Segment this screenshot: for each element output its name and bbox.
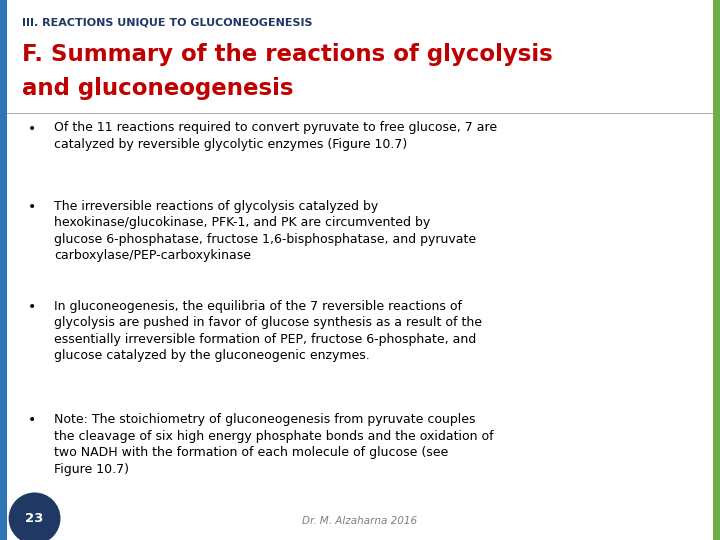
Text: •: • xyxy=(28,122,37,136)
Bar xyxy=(713,0,720,540)
Text: 23: 23 xyxy=(25,512,44,525)
Bar xyxy=(0,0,7,540)
Text: Dr. M. Alzaharna 2016: Dr. M. Alzaharna 2016 xyxy=(302,516,418,526)
Text: and gluconeogenesis: and gluconeogenesis xyxy=(22,77,293,100)
Text: •: • xyxy=(28,300,37,314)
Ellipse shape xyxy=(9,492,60,540)
Text: •: • xyxy=(28,413,37,427)
Text: Of the 11 reactions required to convert pyruvate to free glucose, 7 are
catalyze: Of the 11 reactions required to convert … xyxy=(54,122,497,151)
Text: In gluconeogenesis, the equilibria of the 7 reversible reactions of
glycolysis a: In gluconeogenesis, the equilibria of th… xyxy=(54,300,482,362)
Text: •: • xyxy=(28,200,37,214)
Text: F. Summary of the reactions of glycolysis: F. Summary of the reactions of glycolysi… xyxy=(22,43,552,66)
Text: The irreversible reactions of glycolysis catalyzed by
hexokinase/glucokinase, PF: The irreversible reactions of glycolysis… xyxy=(54,200,476,262)
Text: III. REACTIONS UNIQUE TO GLUCONEOGENESIS: III. REACTIONS UNIQUE TO GLUCONEOGENESIS xyxy=(22,17,312,28)
Text: Note: The stoichiometry of gluconeogenesis from pyruvate couples
the cleavage of: Note: The stoichiometry of gluconeogenes… xyxy=(54,413,494,476)
